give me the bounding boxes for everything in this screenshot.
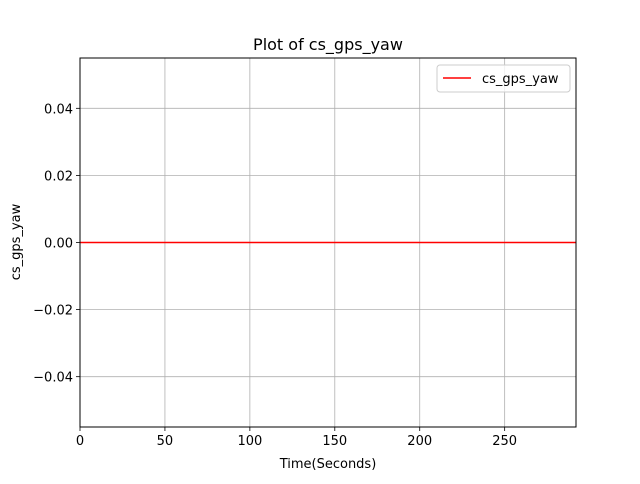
x-tick-label: 50 bbox=[157, 434, 174, 449]
legend: cs_gps_yaw bbox=[436, 64, 571, 93]
y-axis-ticks: −0.04 −0.02 0.00 0.02 0.04 bbox=[33, 102, 80, 386]
legend-box bbox=[436, 64, 571, 93]
x-tick-label: 250 bbox=[492, 434, 517, 449]
y-tick-label: −0.02 bbox=[33, 304, 73, 319]
chart-title: Plot of cs_gps_yaw bbox=[253, 35, 403, 55]
legend-label-cs-gps-yaw: cs_gps_yaw bbox=[482, 72, 559, 87]
y-tick-label: −0.04 bbox=[33, 371, 73, 386]
x-tick-label: 100 bbox=[237, 434, 262, 449]
x-tick-label: 0 bbox=[76, 434, 84, 449]
y-tick-label: 0.02 bbox=[44, 169, 73, 184]
x-tick-label: 200 bbox=[407, 434, 432, 449]
x-tick-label: 150 bbox=[322, 434, 347, 449]
y-tick-label: 0.00 bbox=[44, 237, 73, 252]
y-axis-label: cs_gps_yaw bbox=[9, 203, 24, 280]
x-axis-ticks: 0 50 100 150 200 250 bbox=[76, 427, 517, 449]
y-tick-label: 0.04 bbox=[44, 102, 73, 117]
x-axis-label: Time(Seconds) bbox=[279, 457, 377, 472]
